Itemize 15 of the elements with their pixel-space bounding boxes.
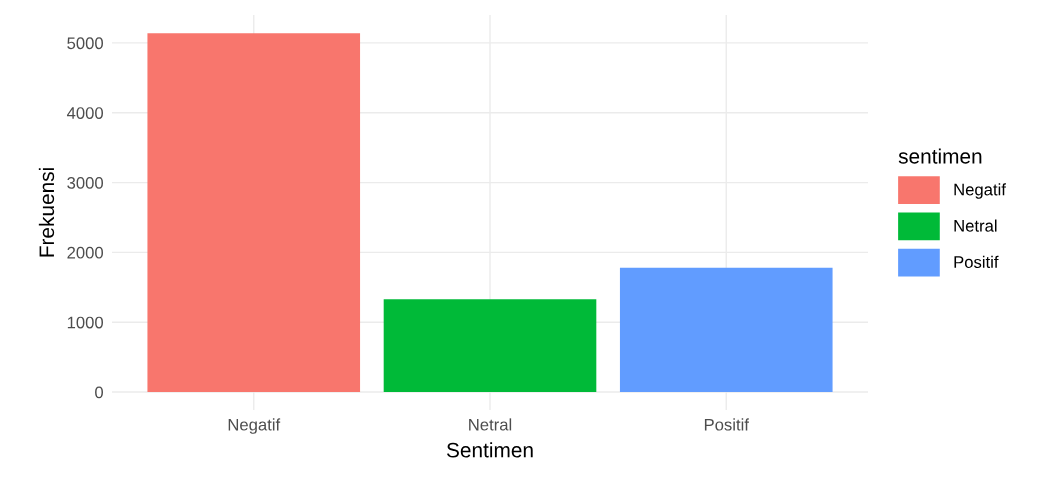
legend-label: Netral bbox=[954, 219, 997, 232]
x-tick-label: Netral bbox=[469, 418, 512, 431]
y-axis-title: Frekuensi bbox=[38, 168, 55, 257]
x-tick-label: Positif bbox=[704, 418, 749, 431]
x-tick-label: Negatif bbox=[228, 418, 281, 434]
y-tick-label: 4000 bbox=[66, 107, 104, 119]
legend-label: Negatif bbox=[954, 183, 1006, 199]
legend-title: sentimen bbox=[898, 148, 982, 164]
y-tick-label: 1000 bbox=[67, 316, 104, 329]
y-tick-label: 2000 bbox=[67, 246, 104, 259]
y-tick-label: 3000 bbox=[67, 176, 104, 189]
legend-label: Positif bbox=[954, 255, 999, 268]
y-tick-label: 5000 bbox=[67, 37, 104, 50]
x-axis-title: Sentimen bbox=[446, 442, 533, 458]
y-tick-label: 0 bbox=[95, 386, 104, 399]
